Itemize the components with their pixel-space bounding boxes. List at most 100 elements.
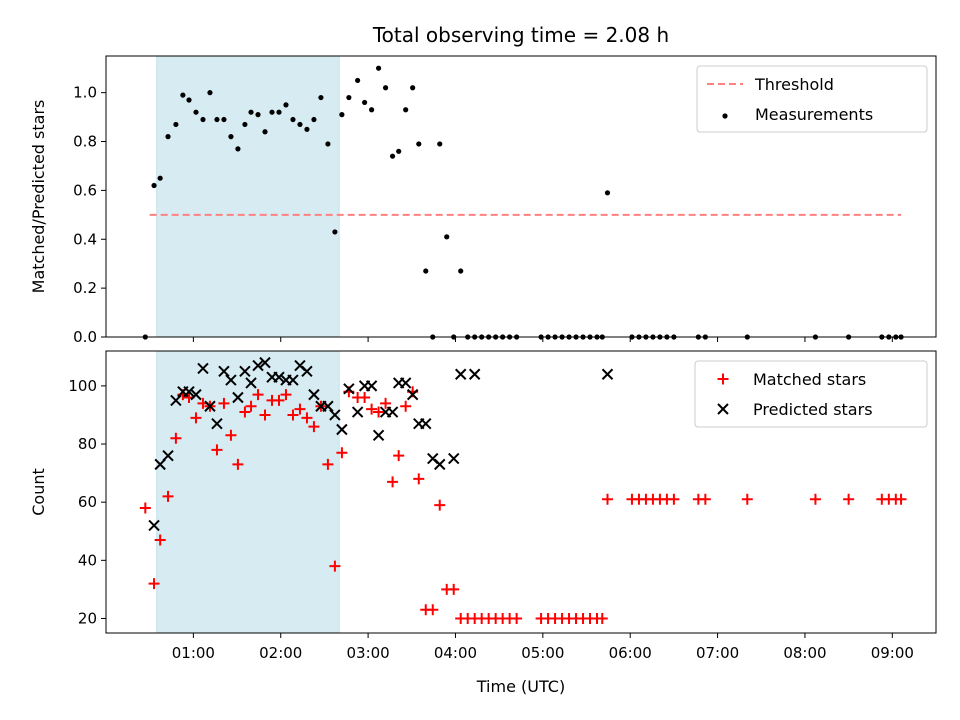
matched-star-point bbox=[218, 397, 230, 409]
matched-star-point bbox=[245, 400, 257, 412]
y-tick-label: 0.4 bbox=[73, 230, 97, 248]
y-tick-label: 60 bbox=[78, 493, 97, 511]
top-panel-frame bbox=[105, 55, 937, 338]
measurement-point bbox=[437, 141, 443, 147]
measurement-point bbox=[228, 134, 234, 140]
matched-star-point bbox=[259, 409, 271, 421]
legend-box bbox=[694, 360, 928, 428]
matched-star-point bbox=[434, 499, 446, 511]
measurement-point bbox=[276, 109, 282, 115]
predicted-star-point bbox=[197, 362, 209, 375]
y-tick-label: 0.6 bbox=[73, 181, 97, 199]
matched-star-point bbox=[225, 429, 237, 441]
legend-label: Predicted stars bbox=[753, 400, 873, 419]
matched-star-point bbox=[239, 406, 251, 418]
measurement-point bbox=[297, 121, 303, 128]
measurement-point bbox=[283, 102, 289, 108]
measurement-point bbox=[173, 121, 179, 128]
predicted-star-point bbox=[434, 458, 446, 471]
measurement-point bbox=[248, 109, 254, 115]
predicted-star-point bbox=[273, 371, 285, 383]
y-tick-label: 0.8 bbox=[73, 133, 97, 151]
measurement-point bbox=[242, 121, 248, 128]
bottom-panel: 20 40 60 80 100 01:00 02:00 03:00 04:00 05:00 06:… bbox=[29, 350, 937, 662]
matched-star-point bbox=[162, 490, 174, 502]
predicted-star-point bbox=[308, 388, 320, 401]
top-panel-y-axis: 0.0 0.2 0.4 0.6 0.8 1.0 bbox=[73, 84, 106, 346]
legend-label: Matched stars bbox=[753, 370, 866, 389]
legend-predicted-swatch bbox=[717, 403, 729, 415]
measurement-point bbox=[235, 146, 241, 152]
x-tick-label: 05:00 bbox=[521, 644, 564, 662]
matched-star-point bbox=[668, 493, 680, 505]
matched-star-point bbox=[170, 432, 182, 444]
measurement-point bbox=[255, 112, 261, 118]
predicted-star-point bbox=[365, 380, 378, 392]
measurement-point bbox=[304, 126, 310, 132]
matched-star-point bbox=[809, 493, 821, 505]
y-tick-label: 0.2 bbox=[73, 279, 97, 297]
matched-star-point bbox=[413, 473, 425, 485]
matched-star-point bbox=[139, 502, 151, 514]
measurement-point bbox=[325, 141, 331, 147]
legend-label: Threshold bbox=[754, 75, 834, 94]
measurement-point bbox=[200, 116, 206, 123]
bottom-panel-ylabel: Count bbox=[29, 468, 48, 516]
predicted-star-point bbox=[239, 365, 251, 378]
matched-star-point bbox=[252, 389, 264, 401]
predicted-star-point bbox=[259, 356, 271, 369]
bottom-panel-frame bbox=[105, 350, 937, 634]
matched-star-point bbox=[373, 406, 385, 418]
measurement-point bbox=[444, 234, 450, 240]
predicted-star-point bbox=[455, 368, 467, 380]
top-panel-legend: Threshold Measurements bbox=[696, 65, 928, 133]
matched-star-point bbox=[427, 604, 439, 616]
matched-star-point bbox=[741, 493, 753, 505]
measurement-point bbox=[362, 99, 368, 106]
measurement-point bbox=[151, 182, 157, 189]
measurement-point bbox=[193, 109, 199, 115]
predicted-star-point bbox=[232, 391, 244, 404]
measurement-point bbox=[262, 129, 268, 135]
measurement-point bbox=[180, 92, 186, 98]
predicted-star-point bbox=[351, 406, 364, 418]
measurement-point bbox=[375, 65, 382, 71]
predicted-star-point bbox=[301, 365, 313, 378]
matched-star-point bbox=[601, 493, 613, 505]
predicted-star-point bbox=[252, 359, 264, 372]
measurement-point bbox=[389, 153, 396, 159]
matched-star-point bbox=[232, 458, 244, 470]
y-tick-label: 1.0 bbox=[73, 84, 97, 102]
measurement-point bbox=[604, 190, 611, 196]
measurement-point bbox=[332, 229, 338, 235]
matched-star-point bbox=[699, 493, 711, 505]
predicted-star-point bbox=[420, 417, 432, 430]
predicted-star-point bbox=[601, 368, 614, 380]
legend-measurement-swatch bbox=[722, 113, 728, 119]
matched-star-point bbox=[154, 534, 166, 546]
bottom-panel-x-axis: 01:00 02:00 03:00 04:00 05:00 06:00 07:00 08:00… bbox=[172, 633, 914, 662]
x-tick-label: 06:00 bbox=[609, 644, 652, 662]
x-tick-label: 01:00 bbox=[172, 644, 215, 662]
x-tick-label: 03:00 bbox=[346, 644, 389, 662]
matched-star-point bbox=[273, 394, 285, 406]
matched-star-point bbox=[400, 400, 412, 412]
matched-star-point bbox=[301, 412, 313, 424]
measurement-point bbox=[382, 85, 389, 91]
x-tick-label: 07:00 bbox=[696, 644, 739, 662]
predicted-star-point bbox=[386, 406, 399, 418]
bottom-panel-y-axis: 20 40 60 80 100 bbox=[68, 377, 106, 627]
matched-star-point bbox=[448, 583, 460, 595]
top-panel: 0.0 0.2 0.4 0.6 0.8 1.0 Matched/Predicted sta… bbox=[29, 55, 937, 346]
measurement-point bbox=[339, 112, 345, 118]
matched-star-point bbox=[280, 389, 292, 401]
predicted-star-point bbox=[448, 452, 460, 465]
measurement-point bbox=[269, 109, 275, 115]
legend-label: Measurements bbox=[755, 105, 873, 124]
measurement-point bbox=[396, 148, 402, 154]
matched-star-point bbox=[596, 612, 608, 624]
predicted-star-point bbox=[245, 377, 257, 389]
x-tick-label: 04:00 bbox=[434, 644, 477, 662]
y-tick-label: 0.0 bbox=[73, 328, 97, 346]
